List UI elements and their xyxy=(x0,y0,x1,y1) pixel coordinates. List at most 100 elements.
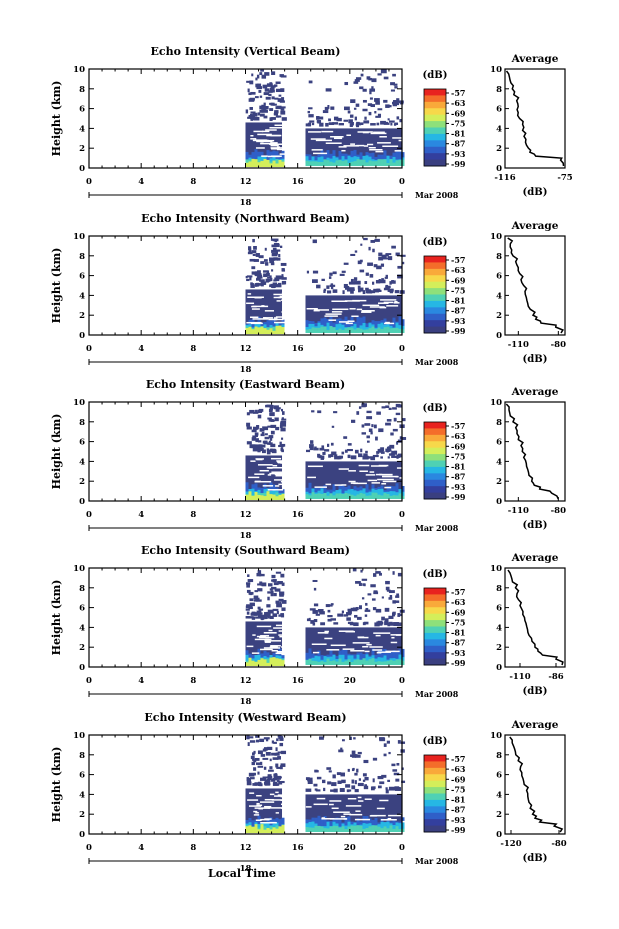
echo-cell xyxy=(326,160,330,167)
echo-cell xyxy=(266,604,271,608)
echo-gap xyxy=(256,140,273,143)
x-tick-label: 12 xyxy=(240,843,252,853)
echo-gap xyxy=(350,143,356,145)
echo-cell xyxy=(381,406,386,409)
echo-cell xyxy=(254,149,258,164)
echo-cell xyxy=(260,156,264,166)
echo-cell xyxy=(324,106,329,111)
colorbar-swatch xyxy=(424,632,446,640)
echo-cell xyxy=(332,660,336,666)
colorbar-swatch xyxy=(424,479,446,487)
y-tick-label: 10 xyxy=(73,398,85,408)
echo-cell xyxy=(274,238,278,243)
echo-cell xyxy=(374,622,380,627)
echo-cell xyxy=(401,319,405,331)
echo-cell xyxy=(266,779,269,783)
echo-cell xyxy=(308,482,312,497)
echo-cell xyxy=(335,160,339,167)
echo-gap xyxy=(249,316,259,318)
echo-cell xyxy=(344,660,348,666)
echo-gap xyxy=(365,474,376,476)
colorbar-tick-label: -57 xyxy=(451,754,465,764)
date-label: Mar 2008 xyxy=(415,689,459,699)
echo-cell xyxy=(264,247,267,251)
echo-gap xyxy=(357,796,362,799)
echo-cell xyxy=(316,284,321,289)
profile-y-tick-label: 0 xyxy=(496,497,502,507)
echo-cell xyxy=(313,603,319,607)
echo-gap xyxy=(278,634,288,636)
echo-cell xyxy=(279,245,283,248)
echo-cell xyxy=(266,272,270,277)
echo-cell xyxy=(269,328,273,335)
echo-cell xyxy=(281,150,285,164)
echo-gap xyxy=(361,310,375,312)
echo-cell xyxy=(254,590,258,593)
colorbar-swatch xyxy=(424,307,446,315)
echo-gap xyxy=(246,645,254,648)
echo-cell xyxy=(381,278,384,281)
echo-cell xyxy=(332,289,338,293)
colorbar-swatch xyxy=(424,626,446,634)
echo-cell xyxy=(383,150,387,164)
echo-cell xyxy=(281,600,287,604)
echo-cell xyxy=(396,454,401,458)
echo-gap xyxy=(271,148,280,150)
profile-line xyxy=(505,70,565,167)
echo-cell xyxy=(322,779,326,784)
echo-cell xyxy=(395,495,399,500)
x-tick-label: 20 xyxy=(344,510,356,520)
echo-gap xyxy=(370,132,387,135)
panel-title: Echo Intensity (Vertical Beam) xyxy=(150,45,340,58)
echo-cell xyxy=(270,593,274,597)
echo-cell xyxy=(268,583,273,587)
echo-cell xyxy=(383,287,390,291)
echo-cell xyxy=(277,775,281,780)
echo-cell xyxy=(370,456,376,461)
echo-cell xyxy=(353,654,357,663)
echo-cell xyxy=(317,453,321,458)
echo-cell xyxy=(277,115,282,118)
colorbar-swatch xyxy=(424,294,446,302)
echo-cell xyxy=(275,275,282,280)
echo-cell xyxy=(251,826,255,834)
echo-cell xyxy=(273,775,278,780)
echo-gap xyxy=(276,300,281,302)
echo-cell xyxy=(363,453,368,457)
echo-cell xyxy=(377,785,382,789)
echo-cell xyxy=(332,495,336,500)
echo-cell xyxy=(395,778,400,782)
echo-cell xyxy=(253,759,257,763)
echo-cell xyxy=(257,327,261,335)
colorbar-swatch xyxy=(424,466,446,474)
echo-cell xyxy=(347,493,351,500)
echo-cell xyxy=(280,262,287,266)
profile-y-tick-label: 0 xyxy=(496,663,502,673)
echo-gap xyxy=(348,480,356,483)
echo-cell xyxy=(343,119,349,122)
echo-cell xyxy=(338,123,344,126)
echo-cell xyxy=(376,621,380,625)
echo-cell xyxy=(365,607,369,611)
echo-cell xyxy=(401,325,405,333)
echo-cell xyxy=(400,741,406,744)
echo-gap xyxy=(382,475,398,478)
y-tick-label: 2 xyxy=(79,810,85,820)
echo-gap xyxy=(307,476,316,479)
echo-cell xyxy=(359,652,363,663)
echo-cell xyxy=(329,316,333,331)
echo-cell xyxy=(271,740,275,744)
profile-y-tick-label: 0 xyxy=(496,331,502,341)
echo-cell xyxy=(370,584,376,588)
echo-gap xyxy=(306,307,318,310)
echo-cell xyxy=(376,411,381,415)
echo-cell xyxy=(380,69,387,74)
echo-cell xyxy=(399,118,403,123)
echo-cell xyxy=(267,614,270,617)
echo-cell xyxy=(252,447,259,452)
echo-cell xyxy=(347,454,351,459)
echo-cell xyxy=(395,483,399,497)
echo-cell xyxy=(335,661,339,666)
echo-cell xyxy=(353,660,357,666)
echo-cell xyxy=(257,588,263,592)
